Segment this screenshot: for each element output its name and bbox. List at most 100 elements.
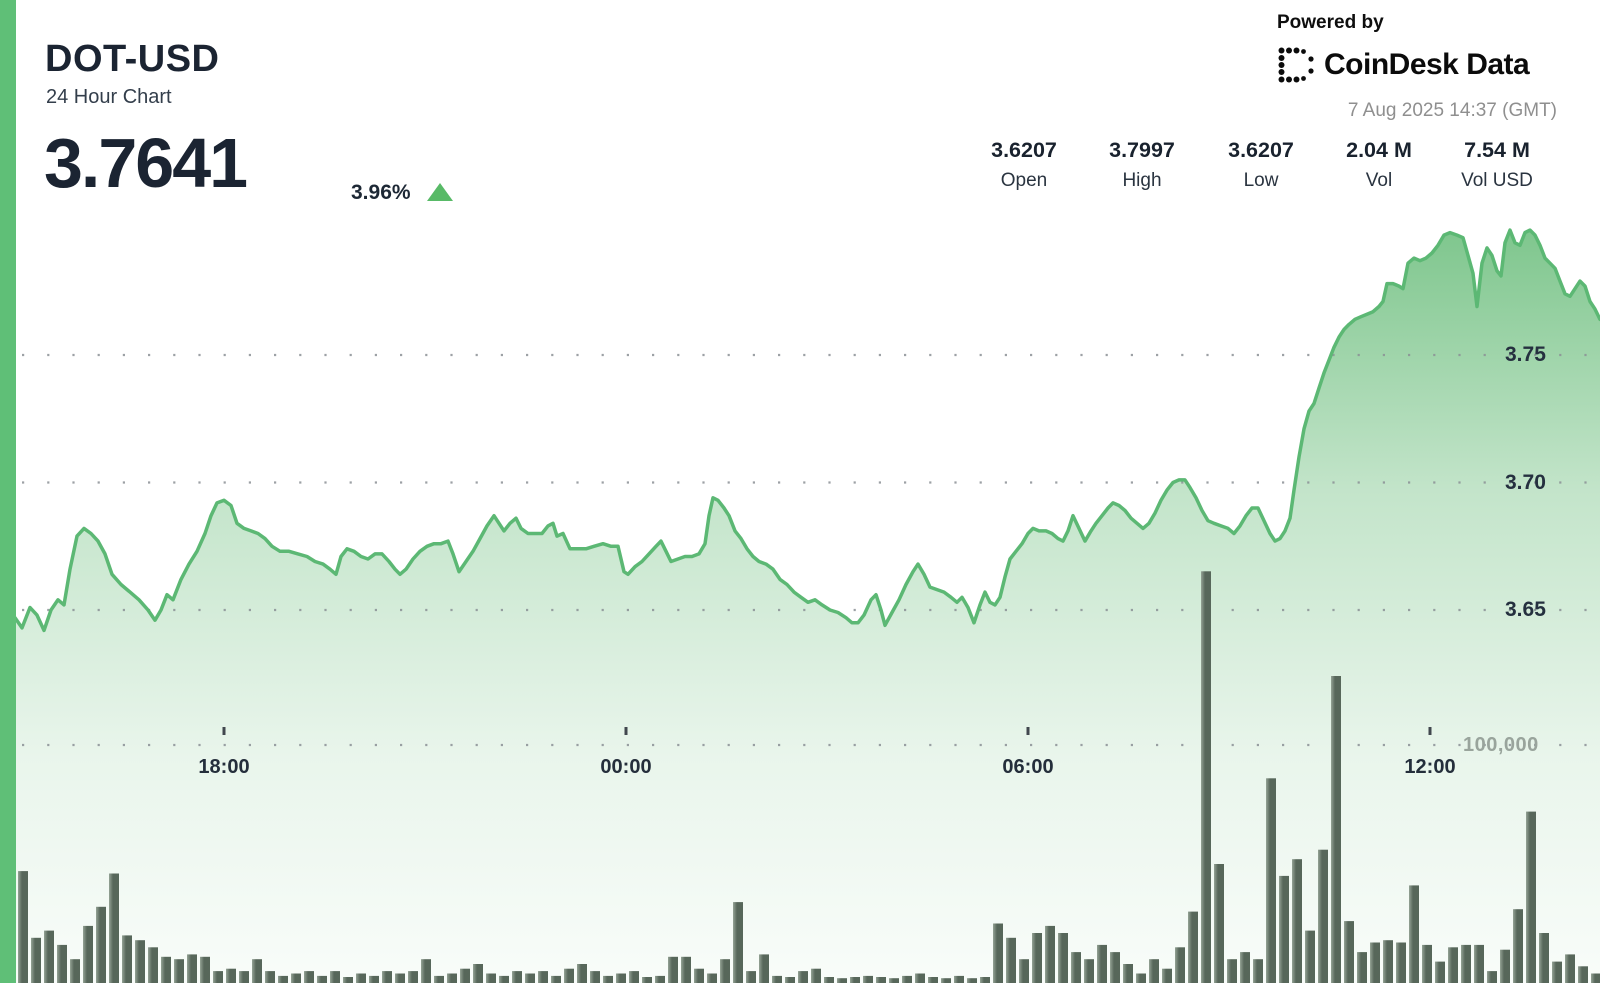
volume-bar xyxy=(1227,959,1237,983)
volume-bar xyxy=(1032,933,1042,983)
powered-by-label: Powered by xyxy=(1277,12,1384,33)
volume-bar xyxy=(1487,971,1497,983)
volume-bar xyxy=(1240,952,1250,983)
volume-bar xyxy=(1266,778,1276,983)
volume-bar xyxy=(421,959,431,983)
volume-bar xyxy=(746,971,756,983)
volume-bar xyxy=(18,871,28,983)
volume-bar xyxy=(304,971,314,983)
volume-bar xyxy=(1123,964,1133,983)
volume-bar xyxy=(512,971,522,983)
volume-bar xyxy=(1461,944,1471,983)
volume-bar xyxy=(668,956,678,983)
volume-bar xyxy=(83,925,93,983)
volume-bar xyxy=(1357,952,1367,983)
change-percent: 3.96% xyxy=(351,181,411,204)
volume-bar xyxy=(226,968,236,983)
stat-label: High xyxy=(1122,170,1162,191)
stat-label: Vol xyxy=(1365,170,1393,191)
volume-bar xyxy=(1578,966,1588,983)
volume-bar xyxy=(148,947,158,983)
volume-bar xyxy=(616,973,626,983)
volume-bar xyxy=(850,977,860,983)
volume-bar xyxy=(629,971,639,983)
volume-bar xyxy=(707,973,717,983)
volume-bar xyxy=(1253,959,1263,983)
volume-bar xyxy=(1201,571,1211,983)
stat-label: Open xyxy=(1000,170,1048,191)
volume-bar xyxy=(1591,973,1600,983)
volume-bar xyxy=(1396,942,1406,983)
volume-bar xyxy=(655,975,665,983)
volume-bar xyxy=(447,973,457,983)
volume-bar xyxy=(317,975,327,983)
coindesk-logo-icon xyxy=(1278,47,1314,83)
volume-bar xyxy=(1500,949,1510,983)
volume-bar xyxy=(96,906,106,983)
volume-bar xyxy=(135,940,145,983)
volume-bar xyxy=(239,971,249,983)
volume-bar xyxy=(252,959,262,983)
volume-bar xyxy=(200,956,210,983)
stat-label: Vol USD xyxy=(1461,170,1533,191)
volume-bar xyxy=(1409,885,1419,983)
volume-bar xyxy=(356,973,366,983)
stat-value: 2.04 M xyxy=(1346,138,1412,162)
volume-bar xyxy=(733,902,743,983)
symbol-title: DOT-USD xyxy=(45,38,220,80)
price-area-fill xyxy=(15,230,1600,983)
volume-bar xyxy=(1344,921,1354,983)
volume-bar xyxy=(187,954,197,983)
volume-bar xyxy=(772,975,782,983)
volume-bar xyxy=(1071,952,1081,983)
up-arrow-icon xyxy=(426,183,453,201)
coindesk-logo-text: CoinDesk Data xyxy=(1324,48,1530,81)
volume-bar xyxy=(590,971,600,983)
volume-bar xyxy=(564,968,574,983)
stat-label: Low xyxy=(1243,170,1279,191)
volume-bar xyxy=(1136,973,1146,983)
stat-value: 7.54 M xyxy=(1464,138,1530,162)
stat-vol: 2.04 M Vol xyxy=(1314,138,1444,192)
volume-bar xyxy=(1006,937,1016,983)
volume-bar xyxy=(993,923,1003,983)
volume-bar xyxy=(694,968,704,983)
volume-bar xyxy=(577,964,587,983)
volume-bar xyxy=(1110,952,1120,983)
volume-bar xyxy=(1149,959,1159,983)
left-accent-bar xyxy=(0,0,16,983)
stat-value: 3.6207 xyxy=(991,138,1057,162)
time-tick xyxy=(1026,727,1030,735)
volume-bar xyxy=(1331,676,1341,983)
chart-timestamp: 7 Aug 2025 14:37 (GMT) xyxy=(1347,100,1557,121)
volume-bar xyxy=(499,975,509,983)
volume-bar xyxy=(122,935,132,983)
volume-bar xyxy=(57,944,67,983)
volume-bar xyxy=(798,971,808,983)
coindesk-data-logo[interactable]: CoinDesk Data xyxy=(1277,46,1530,84)
volume-bar xyxy=(486,973,496,983)
volume-bar xyxy=(44,930,54,983)
volume-bar xyxy=(1305,930,1315,983)
volume-bar xyxy=(720,959,730,983)
stat-open: 3.6207 Open xyxy=(959,138,1089,192)
volume-bar xyxy=(603,975,613,983)
volume-bar xyxy=(863,975,873,983)
volume-bar xyxy=(1279,875,1289,983)
volume-bar xyxy=(31,937,41,983)
volume-bar xyxy=(824,977,834,983)
volume-bar xyxy=(1084,959,1094,983)
volume-bar xyxy=(369,975,379,983)
volume-bar xyxy=(1058,933,1068,983)
volume-bar xyxy=(1565,954,1575,983)
volume-bar xyxy=(382,971,392,983)
volume-bar xyxy=(915,973,925,983)
volume-bar xyxy=(395,973,405,983)
volume-bar xyxy=(1318,849,1328,983)
volume-bar xyxy=(759,954,769,983)
volume-bar xyxy=(1162,968,1172,983)
volume-bar xyxy=(1188,911,1198,983)
volume-bar xyxy=(265,971,275,983)
volume-bar xyxy=(1448,947,1458,983)
